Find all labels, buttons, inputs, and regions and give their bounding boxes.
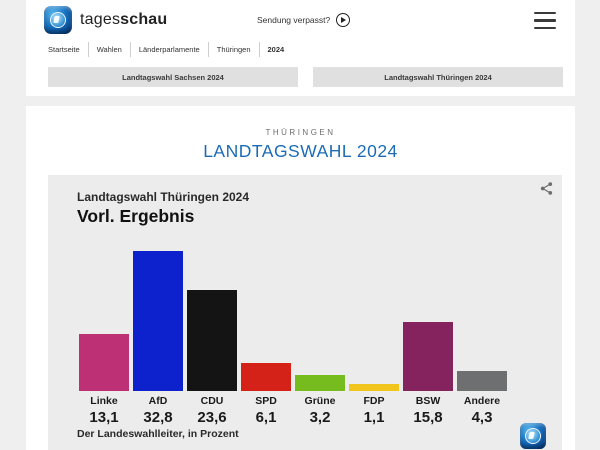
party-value: 23,6 bbox=[197, 409, 227, 426]
party-value: 6,1 bbox=[255, 409, 277, 426]
party-label: Grüne bbox=[304, 395, 336, 407]
party-label: Andere bbox=[463, 395, 501, 407]
bar-track bbox=[77, 238, 131, 392]
party-value: 15,8 bbox=[413, 409, 443, 426]
party-value: 3,2 bbox=[309, 409, 331, 426]
bar-spd bbox=[240, 362, 292, 392]
bar-bsw bbox=[402, 321, 454, 392]
bar-column: AfD 32,8 bbox=[131, 238, 185, 426]
party-label: FDP bbox=[363, 395, 385, 407]
breadcrumb: Startseite Wahlen Länderparlamente Thüri… bbox=[48, 42, 292, 57]
bar-track bbox=[239, 238, 293, 392]
page-title: LANDTAGSWAHL 2024 bbox=[203, 141, 398, 161]
bar-column: CDU 23,6 bbox=[185, 238, 239, 426]
tagesschau-logo-icon bbox=[44, 6, 72, 34]
result-chart-panel: Landtagswahl Thüringen 2024 Vorl. Ergebn… bbox=[48, 175, 562, 450]
play-icon bbox=[336, 13, 351, 27]
chart-source: Der Landeswahlleiter, in Prozent bbox=[77, 428, 239, 440]
sendung-verpasst-label: Sendung verpasst? bbox=[257, 15, 331, 25]
bar-track bbox=[455, 238, 509, 392]
chart-header: Landtagswahl Thüringen 2024 Vorl. Ergebn… bbox=[48, 175, 562, 227]
party-label: BSW bbox=[415, 395, 441, 407]
globe-icon bbox=[525, 428, 541, 444]
menu-icon bbox=[534, 12, 556, 15]
bar-andere bbox=[456, 369, 508, 392]
bar-column: Grüne 3,2 bbox=[293, 238, 347, 426]
party-value: 1,1 bbox=[363, 409, 385, 426]
header: tagesschau Sendung verpasst? Startseite … bbox=[26, 0, 575, 96]
share-icon bbox=[540, 182, 553, 195]
bar-track bbox=[347, 238, 401, 392]
bar-track bbox=[185, 238, 239, 392]
breadcrumb-item-thueringen[interactable]: Thüringen bbox=[207, 42, 259, 57]
party-label: CDU bbox=[200, 395, 224, 407]
bar-track bbox=[131, 238, 185, 392]
party-value: 32,8 bbox=[143, 409, 173, 426]
bar-linke bbox=[78, 332, 130, 392]
bar-column: Andere 4,3 bbox=[455, 238, 509, 426]
sendung-verpasst-link[interactable]: Sendung verpasst? bbox=[257, 13, 351, 27]
bar-cdu bbox=[186, 288, 238, 392]
landtagswahl-thueringen-button[interactable]: Landtagswahl Thüringen 2024 bbox=[313, 67, 563, 87]
bar-chart: Linke 13,1 AfD 32,8 CDU 23,6 SPD 6,1 Grüne 3,2 FDP… bbox=[77, 238, 509, 426]
party-label: AfD bbox=[148, 395, 168, 407]
election-quick-links: Landtagswahl Sachsen 2024 Landtagswahl T… bbox=[48, 67, 563, 87]
bar-track bbox=[293, 238, 347, 392]
party-value: 13,1 bbox=[89, 409, 119, 426]
landtagswahl-sachsen-button[interactable]: Landtagswahl Sachsen 2024 bbox=[48, 67, 298, 87]
tagesschau-home-link[interactable]: tagesschau bbox=[44, 6, 167, 34]
globe-icon bbox=[50, 12, 66, 28]
region-kicker: THÜRINGEN bbox=[265, 128, 336, 137]
bar-grüne bbox=[294, 374, 346, 392]
bar-column: Linke 13,1 bbox=[77, 238, 131, 426]
chart-subtitle: Landtagswahl Thüringen 2024 bbox=[77, 190, 250, 204]
logo-row: tagesschau Sendung verpasst? bbox=[26, 0, 575, 42]
party-value: 4,3 bbox=[471, 409, 493, 426]
chart-title: Vorl. Ergebnis bbox=[77, 206, 195, 226]
bar-column: FDP 1,1 bbox=[347, 238, 401, 426]
breadcrumb-item-wahlen[interactable]: Wahlen bbox=[87, 42, 130, 57]
brand-wordmark: tagesschau bbox=[80, 11, 168, 28]
bar-column: SPD 6,1 bbox=[239, 238, 293, 426]
bar-fdp bbox=[348, 383, 400, 392]
breadcrumb-item-startseite[interactable]: Startseite bbox=[48, 45, 80, 54]
tagesschau-watermark-logo-icon bbox=[520, 423, 546, 449]
breadcrumb-item-2024[interactable]: 2024 bbox=[258, 42, 293, 57]
party-label: SPD bbox=[255, 395, 277, 407]
party-label: Linke bbox=[90, 395, 118, 407]
main-content: THÜRINGEN LANDTAGSWAHL 2024 Landtagswahl… bbox=[26, 106, 575, 450]
hamburger-menu-button[interactable] bbox=[534, 12, 556, 29]
share-button[interactable] bbox=[539, 181, 554, 196]
bar-track bbox=[401, 238, 455, 392]
bar-afd bbox=[132, 249, 184, 392]
bar-column: BSW 15,8 bbox=[401, 238, 455, 426]
breadcrumb-item-laenderparlamente[interactable]: Länderparlamente bbox=[129, 42, 208, 57]
